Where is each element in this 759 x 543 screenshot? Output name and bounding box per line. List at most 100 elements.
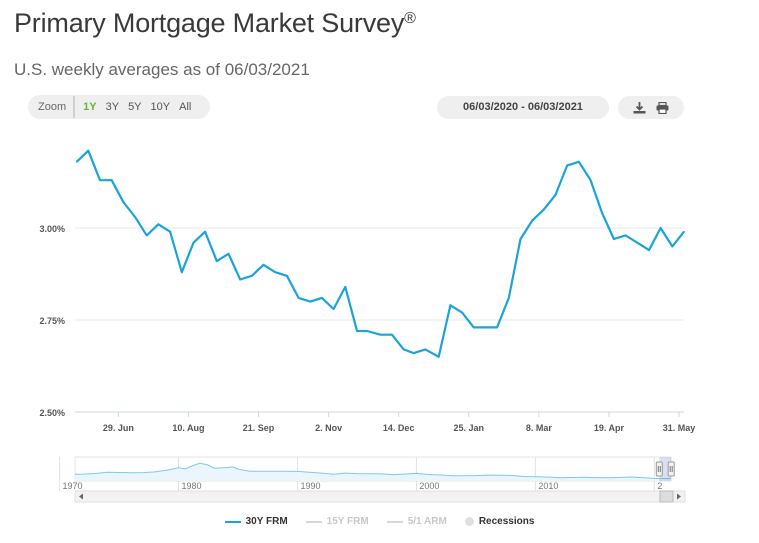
legend-item-5-1-arm[interactable]: 5/1 ARM xyxy=(386,516,447,527)
scroll-right-icon[interactable] xyxy=(677,493,681,500)
data-point[interactable] xyxy=(216,260,218,262)
data-point[interactable] xyxy=(274,271,277,273)
data-point[interactable] xyxy=(286,275,288,277)
legend-swatch xyxy=(305,520,322,523)
zoom-label: Zoom xyxy=(38,96,76,118)
data-point[interactable] xyxy=(122,201,125,203)
navigator-handle[interactable] xyxy=(667,461,675,477)
data-point[interactable] xyxy=(366,330,368,332)
data-point[interactable] xyxy=(554,194,557,196)
data-point[interactable] xyxy=(75,161,78,163)
legend-item-recessions[interactable]: Recessions xyxy=(464,516,535,527)
rate-line-chart: 2.50% 2.75% 3.00% 29. Jun 10. Aug 21. Sep 2. … xyxy=(39,136,696,433)
data-point[interactable] xyxy=(424,348,427,351)
registered-mark: ® xyxy=(404,10,416,27)
export-tools xyxy=(618,96,684,119)
data-point[interactable] xyxy=(449,304,452,307)
navigator-year-label: 2 xyxy=(657,481,662,491)
x-tick-label: 25. Jan xyxy=(453,423,484,433)
data-point[interactable] xyxy=(671,245,674,248)
data-point[interactable] xyxy=(344,286,347,288)
data-point[interactable] xyxy=(659,227,662,229)
data-point[interactable] xyxy=(87,149,90,152)
navigator-handle[interactable] xyxy=(655,461,663,477)
data-point[interactable] xyxy=(227,253,230,255)
data-point[interactable] xyxy=(531,219,533,222)
data-point[interactable] xyxy=(204,230,206,233)
data-point[interactable] xyxy=(589,179,592,181)
x-tick-label: 10. Aug xyxy=(172,423,204,433)
page-subtitle: U.S. weekly averages as of 06/03/2021 xyxy=(14,60,310,79)
date-range-display[interactable]: 06/03/2020 - 06/03/2021 xyxy=(437,96,609,119)
navigator-scrollbar-track[interactable] xyxy=(74,490,686,503)
data-point[interactable] xyxy=(145,234,148,237)
legend-label: 15Y FRM xyxy=(326,516,369,527)
data-point[interactable] xyxy=(356,330,358,332)
data-point[interactable] xyxy=(262,264,265,266)
navigator-line xyxy=(74,462,671,479)
data-point[interactable] xyxy=(251,275,253,277)
legend-swatch xyxy=(224,520,241,523)
data-point[interactable] xyxy=(110,179,113,181)
data-point[interactable] xyxy=(624,234,627,237)
x-tick-label: 8. Mar xyxy=(526,423,553,433)
legend-item-30y-frm[interactable]: 30Y FRM xyxy=(224,516,288,527)
data-point[interactable] xyxy=(134,216,136,218)
data-point[interactable] xyxy=(437,356,440,358)
data-point[interactable] xyxy=(402,348,405,351)
data-point[interactable] xyxy=(239,278,241,281)
navigator-selection[interactable] xyxy=(659,457,672,481)
data-point[interactable] xyxy=(566,164,568,167)
navigator-year-label: 2000 xyxy=(419,481,439,491)
data-point[interactable] xyxy=(613,238,615,240)
navigator-year-label: 2010 xyxy=(538,481,558,491)
data-point[interactable] xyxy=(379,333,382,336)
print-icon[interactable] xyxy=(656,101,669,114)
legend-dot xyxy=(464,517,474,526)
navigator-scrollbar-thumb[interactable] xyxy=(659,490,674,503)
data-point[interactable] xyxy=(391,333,393,336)
x-tick-label: 21. Sep xyxy=(243,423,275,433)
download-icon[interactable] xyxy=(633,101,646,114)
page-title: Primary Mortgage Market Survey® xyxy=(14,8,416,38)
x-tick-label: 29. Jun xyxy=(103,423,134,433)
data-point[interactable] xyxy=(578,161,580,163)
data-point[interactable] xyxy=(181,271,183,273)
y-tick-label: 2.75% xyxy=(39,316,65,326)
data-point[interactable] xyxy=(309,300,312,303)
data-point[interactable] xyxy=(508,297,510,299)
zoom-1y-button[interactable]: 1Y xyxy=(83,101,97,113)
legend-label: Recessions xyxy=(478,516,535,527)
legend-item-15y-frm[interactable]: 15Y FRM xyxy=(305,516,369,527)
data-point[interactable] xyxy=(412,352,415,354)
zoom-10y-button[interactable]: 10Y xyxy=(150,101,171,113)
legend-label: 30Y FRM xyxy=(245,516,288,527)
data-point[interactable] xyxy=(169,230,171,233)
zoom-3y-button[interactable]: 3Y xyxy=(105,101,120,113)
x-tick-label: 2. Nov xyxy=(315,423,342,433)
data-point[interactable] xyxy=(461,311,463,314)
data-point[interactable] xyxy=(496,326,498,329)
data-point[interactable] xyxy=(601,212,603,215)
x-tick-label: 31. May xyxy=(663,423,696,433)
data-point[interactable] xyxy=(683,230,685,233)
data-point[interactable] xyxy=(192,241,195,244)
y-tick-label: 2.50% xyxy=(39,408,65,418)
navigator-year-label: 1970 xyxy=(63,481,83,491)
range-navigator[interactable]: 1970 1980 1990 2000 2010 2 xyxy=(0,455,759,505)
data-point[interactable] xyxy=(519,238,522,240)
zoom-all-button[interactable]: All xyxy=(179,101,192,113)
data-point[interactable] xyxy=(484,326,487,329)
zoom-5y-button[interactable]: 5Y xyxy=(128,101,142,113)
data-point[interactable] xyxy=(648,249,650,251)
data-point[interactable] xyxy=(636,241,639,244)
data-point[interactable] xyxy=(157,223,160,226)
plot-area xyxy=(75,136,684,412)
data-point[interactable] xyxy=(332,308,335,310)
data-point[interactable] xyxy=(473,326,475,329)
data-point[interactable] xyxy=(321,297,323,299)
data-point[interactable] xyxy=(297,297,300,299)
data-point[interactable] xyxy=(543,208,545,211)
data-point[interactable] xyxy=(99,179,101,181)
scroll-left-icon[interactable] xyxy=(79,493,83,500)
